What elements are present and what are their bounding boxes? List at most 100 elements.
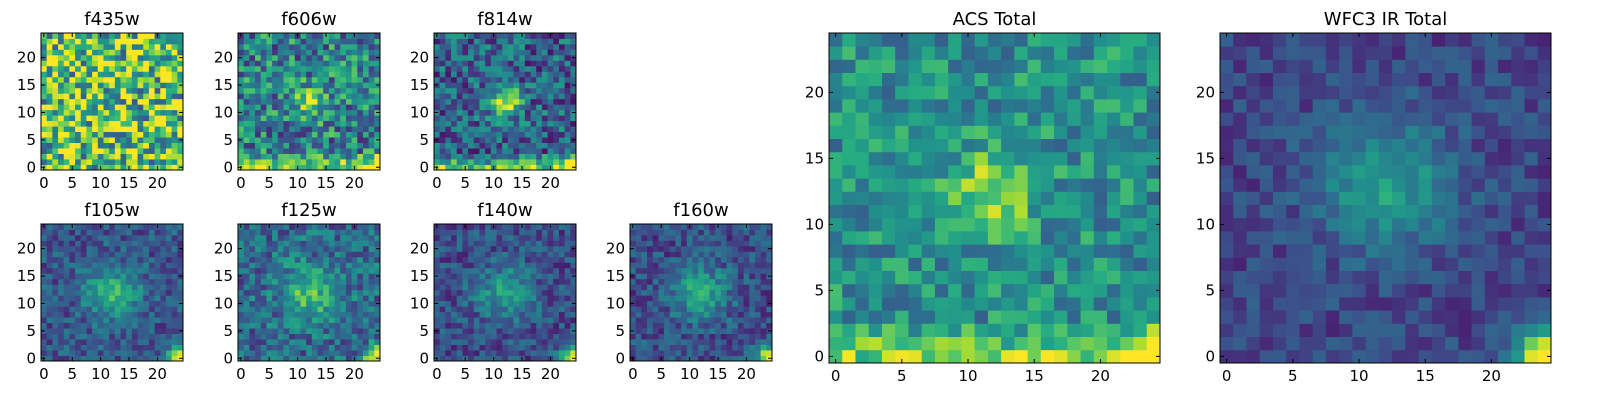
- heatmap-cell: [635, 350, 642, 356]
- heatmap-cell: [519, 109, 526, 116]
- heatmap-cell: [479, 245, 486, 252]
- heatmap-cell: [137, 289, 144, 296]
- heatmap-cell: [300, 245, 307, 252]
- heatmap-cell: [362, 322, 370, 329]
- heatmap-cell: [726, 300, 733, 307]
- heatmap-cell: [715, 234, 722, 241]
- heatmap-cell: [323, 289, 330, 296]
- heatmap-cell: [374, 256, 381, 263]
- heatmap-cell: [513, 76, 520, 83]
- heatmap-cell: [255, 164, 262, 171]
- heatmap-cell: [570, 43, 577, 50]
- heatmap-cell: [1040, 204, 1055, 219]
- heatmap-cell: [340, 328, 347, 334]
- heatmap-cell: [255, 224, 262, 230]
- heatmap-cell: [97, 98, 104, 105]
- heatmap-cell: [283, 38, 290, 45]
- heatmap-cell: [524, 333, 531, 340]
- heatmap-cell: [160, 273, 167, 280]
- heatmap-cell: [524, 317, 531, 324]
- heatmap-cell: [439, 256, 446, 263]
- heatmap-cell: [362, 33, 370, 39]
- heatmap-cell: [46, 350, 53, 356]
- heatmap-cell: [473, 333, 480, 340]
- heatmap-cell: [357, 98, 364, 105]
- heatmap-cell: [41, 251, 48, 258]
- heatmap-cell: [652, 328, 659, 334]
- heatmap-cell: [69, 115, 76, 122]
- heatmap-cell: [255, 284, 262, 291]
- heatmap-cell: [300, 104, 307, 111]
- heatmap-cell: [294, 43, 301, 50]
- heatmap-cell: [340, 126, 347, 133]
- heatmap-cell: [334, 126, 341, 133]
- heatmap-cell: [323, 93, 330, 100]
- y-tick-label: 5: [419, 322, 429, 340]
- heatmap-cell: [63, 350, 70, 356]
- heatmap-cell: [52, 350, 59, 356]
- heatmap-cell: [340, 104, 347, 111]
- heatmap-cell: [541, 273, 548, 280]
- heatmap-cell: [462, 109, 469, 116]
- heatmap-cell: [530, 317, 537, 324]
- heatmap-cell: [283, 284, 290, 291]
- heatmap-cell: [547, 267, 554, 274]
- heatmap-cell: [921, 323, 936, 337]
- heatmap-cell: [715, 344, 722, 351]
- heatmap-cell: [439, 109, 446, 116]
- heatmap-cell: [272, 65, 279, 72]
- x-tick-label: 10: [91, 365, 110, 383]
- heatmap-cell: [362, 142, 370, 149]
- heatmap-cell: [462, 126, 469, 133]
- heatmap-cell: [479, 38, 486, 45]
- heatmap-cell: [131, 289, 138, 296]
- x-tick-label: 5: [460, 365, 470, 383]
- heatmap-cell: [961, 165, 976, 179]
- heatmap-cell: [243, 300, 250, 307]
- heatmap-cell: [829, 297, 843, 311]
- heatmap-cell: [323, 328, 330, 334]
- heatmap-cell: [126, 278, 133, 285]
- heatmap-cell: [445, 76, 452, 83]
- heatmap-cell: [148, 229, 155, 236]
- heatmap-cell: [698, 300, 705, 307]
- heatmap-cell: [63, 267, 70, 274]
- heatmap-cell: [109, 142, 116, 149]
- heatmap-cell: [445, 137, 452, 143]
- heatmap-cell: [374, 311, 381, 318]
- heatmap-cell: [255, 104, 262, 111]
- heatmap-cell: [1001, 270, 1015, 285]
- heatmap-cell: [289, 120, 296, 127]
- heatmap-cell: [434, 98, 441, 105]
- y-tick-label: 0: [26, 158, 36, 176]
- heatmap-cell: [80, 234, 87, 241]
- heatmap-cell: [490, 328, 497, 334]
- heatmap-cell: [345, 109, 352, 116]
- heatmap-cell: [69, 120, 76, 127]
- heatmap-cell: [362, 93, 370, 100]
- heatmap-cell: [154, 311, 161, 318]
- heatmap-cell: [496, 43, 503, 50]
- heatmap-cell: [143, 245, 150, 252]
- heatmap-cell: [868, 257, 883, 271]
- heatmap-cell: [1146, 297, 1161, 311]
- heatmap-cell: [490, 87, 497, 94]
- heatmap-cell: [277, 142, 284, 149]
- heatmap-cell: [987, 165, 1002, 179]
- heatmap-cell: [1107, 297, 1121, 311]
- heatmap-cell: [131, 71, 138, 78]
- heatmap-cell: [249, 49, 256, 56]
- heatmap-cell: [177, 256, 184, 263]
- heatmap-cell: [328, 278, 335, 285]
- heatmap-cell: [490, 295, 497, 302]
- heatmap-cell: [553, 289, 560, 296]
- heatmap-cell: [137, 256, 144, 263]
- heatmap-cell: [908, 257, 923, 271]
- heatmap-cell: [641, 224, 648, 230]
- heatmap-cell: [272, 71, 279, 78]
- heatmap-cell: [131, 295, 138, 302]
- heatmap-cell: [664, 251, 671, 258]
- heatmap-cell: [519, 49, 526, 56]
- heatmap-cell: [80, 109, 87, 116]
- heatmap-cell: [334, 137, 341, 143]
